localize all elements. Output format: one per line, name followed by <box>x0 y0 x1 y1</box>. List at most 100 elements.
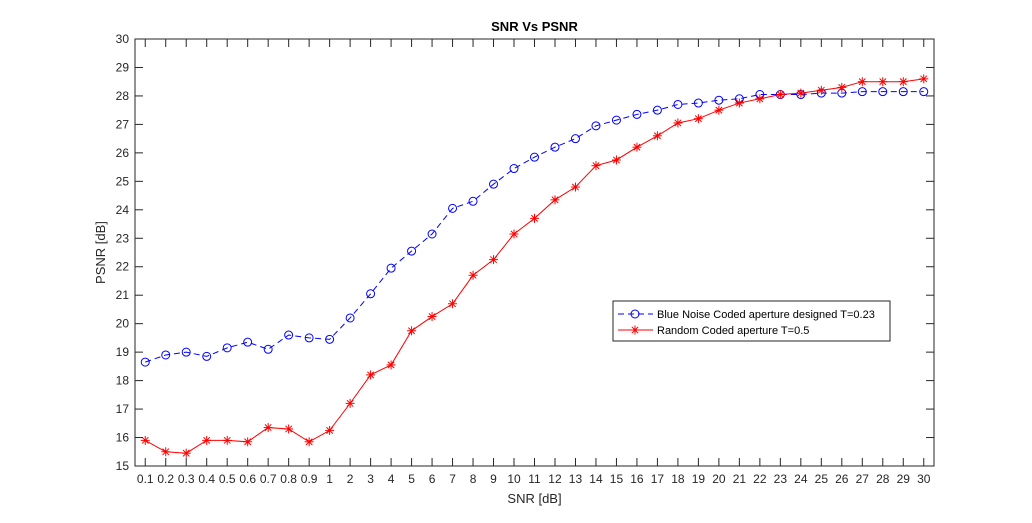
x-tick-label: 25 <box>815 472 829 486</box>
x-tick-label: 3 <box>367 472 374 486</box>
plot-area <box>135 39 934 466</box>
data-point <box>366 370 376 380</box>
data-point <box>222 343 232 353</box>
legend: Blue Noise Coded aperture designed T=0.2… <box>612 300 891 342</box>
asterisk-stroke <box>408 327 416 335</box>
asterisk-stroke <box>756 95 764 103</box>
data-point <box>857 87 867 97</box>
y-axis-label: PSNR [dB] <box>93 221 108 284</box>
asterisk-stroke <box>141 436 149 444</box>
data-point <box>427 229 437 239</box>
data-point <box>468 270 478 280</box>
asterisk-stroke <box>551 196 559 204</box>
x-tick-label: 8 <box>470 472 477 486</box>
data-point <box>366 289 376 299</box>
data-point <box>878 87 888 97</box>
legend-box <box>612 300 891 342</box>
data-point <box>181 347 191 357</box>
x-tick-label: 23 <box>774 472 788 486</box>
data-point <box>202 435 212 445</box>
x-tick-label: 15 <box>610 472 624 486</box>
y-tick-label: 22 <box>116 260 130 274</box>
x-tick-label: 0.6 <box>239 472 256 486</box>
legend-marker <box>630 325 640 335</box>
data-point <box>898 77 908 87</box>
y-tick-label: 23 <box>116 231 130 245</box>
legend-label: Blue Noise Coded aperture designed T=0.2… <box>657 309 875 321</box>
y-tick-label: 18 <box>116 374 130 388</box>
asterisk-stroke <box>510 230 518 238</box>
x-tick-label: 0.3 <box>178 472 195 486</box>
x-tick-label: 20 <box>712 472 726 486</box>
data-point <box>489 255 499 265</box>
x-tick-label: 18 <box>671 472 685 486</box>
series-layer <box>140 74 929 458</box>
x-tick-label: 0.8 <box>280 472 297 486</box>
x-tick-label: 7 <box>449 472 456 486</box>
data-point <box>489 179 499 189</box>
asterisk-stroke <box>387 361 395 369</box>
series-line <box>145 91 924 363</box>
asterisk-stroke <box>592 162 600 170</box>
y-tick-label: 20 <box>116 317 130 331</box>
data-point <box>755 94 765 104</box>
asterisk-stroke <box>735 99 743 107</box>
asterisk-stroke <box>449 300 457 308</box>
asterisk-stroke <box>203 436 211 444</box>
asterisk-stroke <box>838 83 846 91</box>
x-tick-label: 6 <box>429 472 436 486</box>
x-tick-label: 5 <box>408 472 415 486</box>
data-point <box>530 213 539 223</box>
x-tick-label: 4 <box>388 472 395 486</box>
data-point <box>345 313 355 323</box>
data-point <box>263 423 273 433</box>
x-tick-label: 27 <box>856 472 870 486</box>
x-tick-label: 9 <box>490 472 497 486</box>
y-tick-label: 25 <box>116 174 130 188</box>
asterisk-stroke <box>612 156 620 164</box>
series-2 <box>140 74 929 458</box>
x-tick-label: 30 <box>917 472 931 486</box>
asterisk-stroke <box>489 256 498 264</box>
y-tick-label: 17 <box>116 402 130 416</box>
data-point <box>878 77 888 87</box>
asterisk-stroke <box>285 425 293 433</box>
data-point <box>530 152 539 162</box>
data-point <box>693 98 703 108</box>
data-point <box>591 161 601 171</box>
asterisk-stroke <box>920 75 928 83</box>
asterisk-stroke <box>653 132 661 140</box>
data-point <box>550 142 560 152</box>
y-tick-label: 21 <box>116 288 130 302</box>
asterisk-stroke <box>858 78 866 86</box>
data-point <box>284 424 294 434</box>
x-tick-label: 10 <box>507 472 521 486</box>
data-point <box>263 344 273 354</box>
data-point <box>673 118 683 128</box>
data-point <box>591 121 601 131</box>
asterisk-stroke <box>797 89 805 97</box>
x-tick-label: 1 <box>326 472 333 486</box>
asterisk-stroke <box>715 106 723 114</box>
data-point <box>325 334 335 344</box>
data-point <box>509 164 519 174</box>
x-tick-label: 2 <box>347 472 354 486</box>
legend-marker <box>630 309 640 319</box>
y-tick-label: 26 <box>116 146 130 160</box>
asterisk-stroke <box>326 426 334 434</box>
x-tick-label: 0.2 <box>157 472 174 486</box>
data-point <box>550 195 560 205</box>
data-point <box>222 435 232 445</box>
x-tick-label: 26 <box>835 472 849 486</box>
x-tick-label: 0.5 <box>219 472 236 486</box>
asterisk-stroke <box>367 371 375 379</box>
y-tick-label: 15 <box>116 459 130 473</box>
x-tick-label: 12 <box>548 472 562 486</box>
data-point <box>837 82 847 92</box>
y-tick-label: 29 <box>116 60 130 74</box>
y-tick-label: 30 <box>116 32 130 46</box>
data-point <box>386 360 396 370</box>
data-point <box>611 155 621 165</box>
data-point <box>898 87 908 97</box>
